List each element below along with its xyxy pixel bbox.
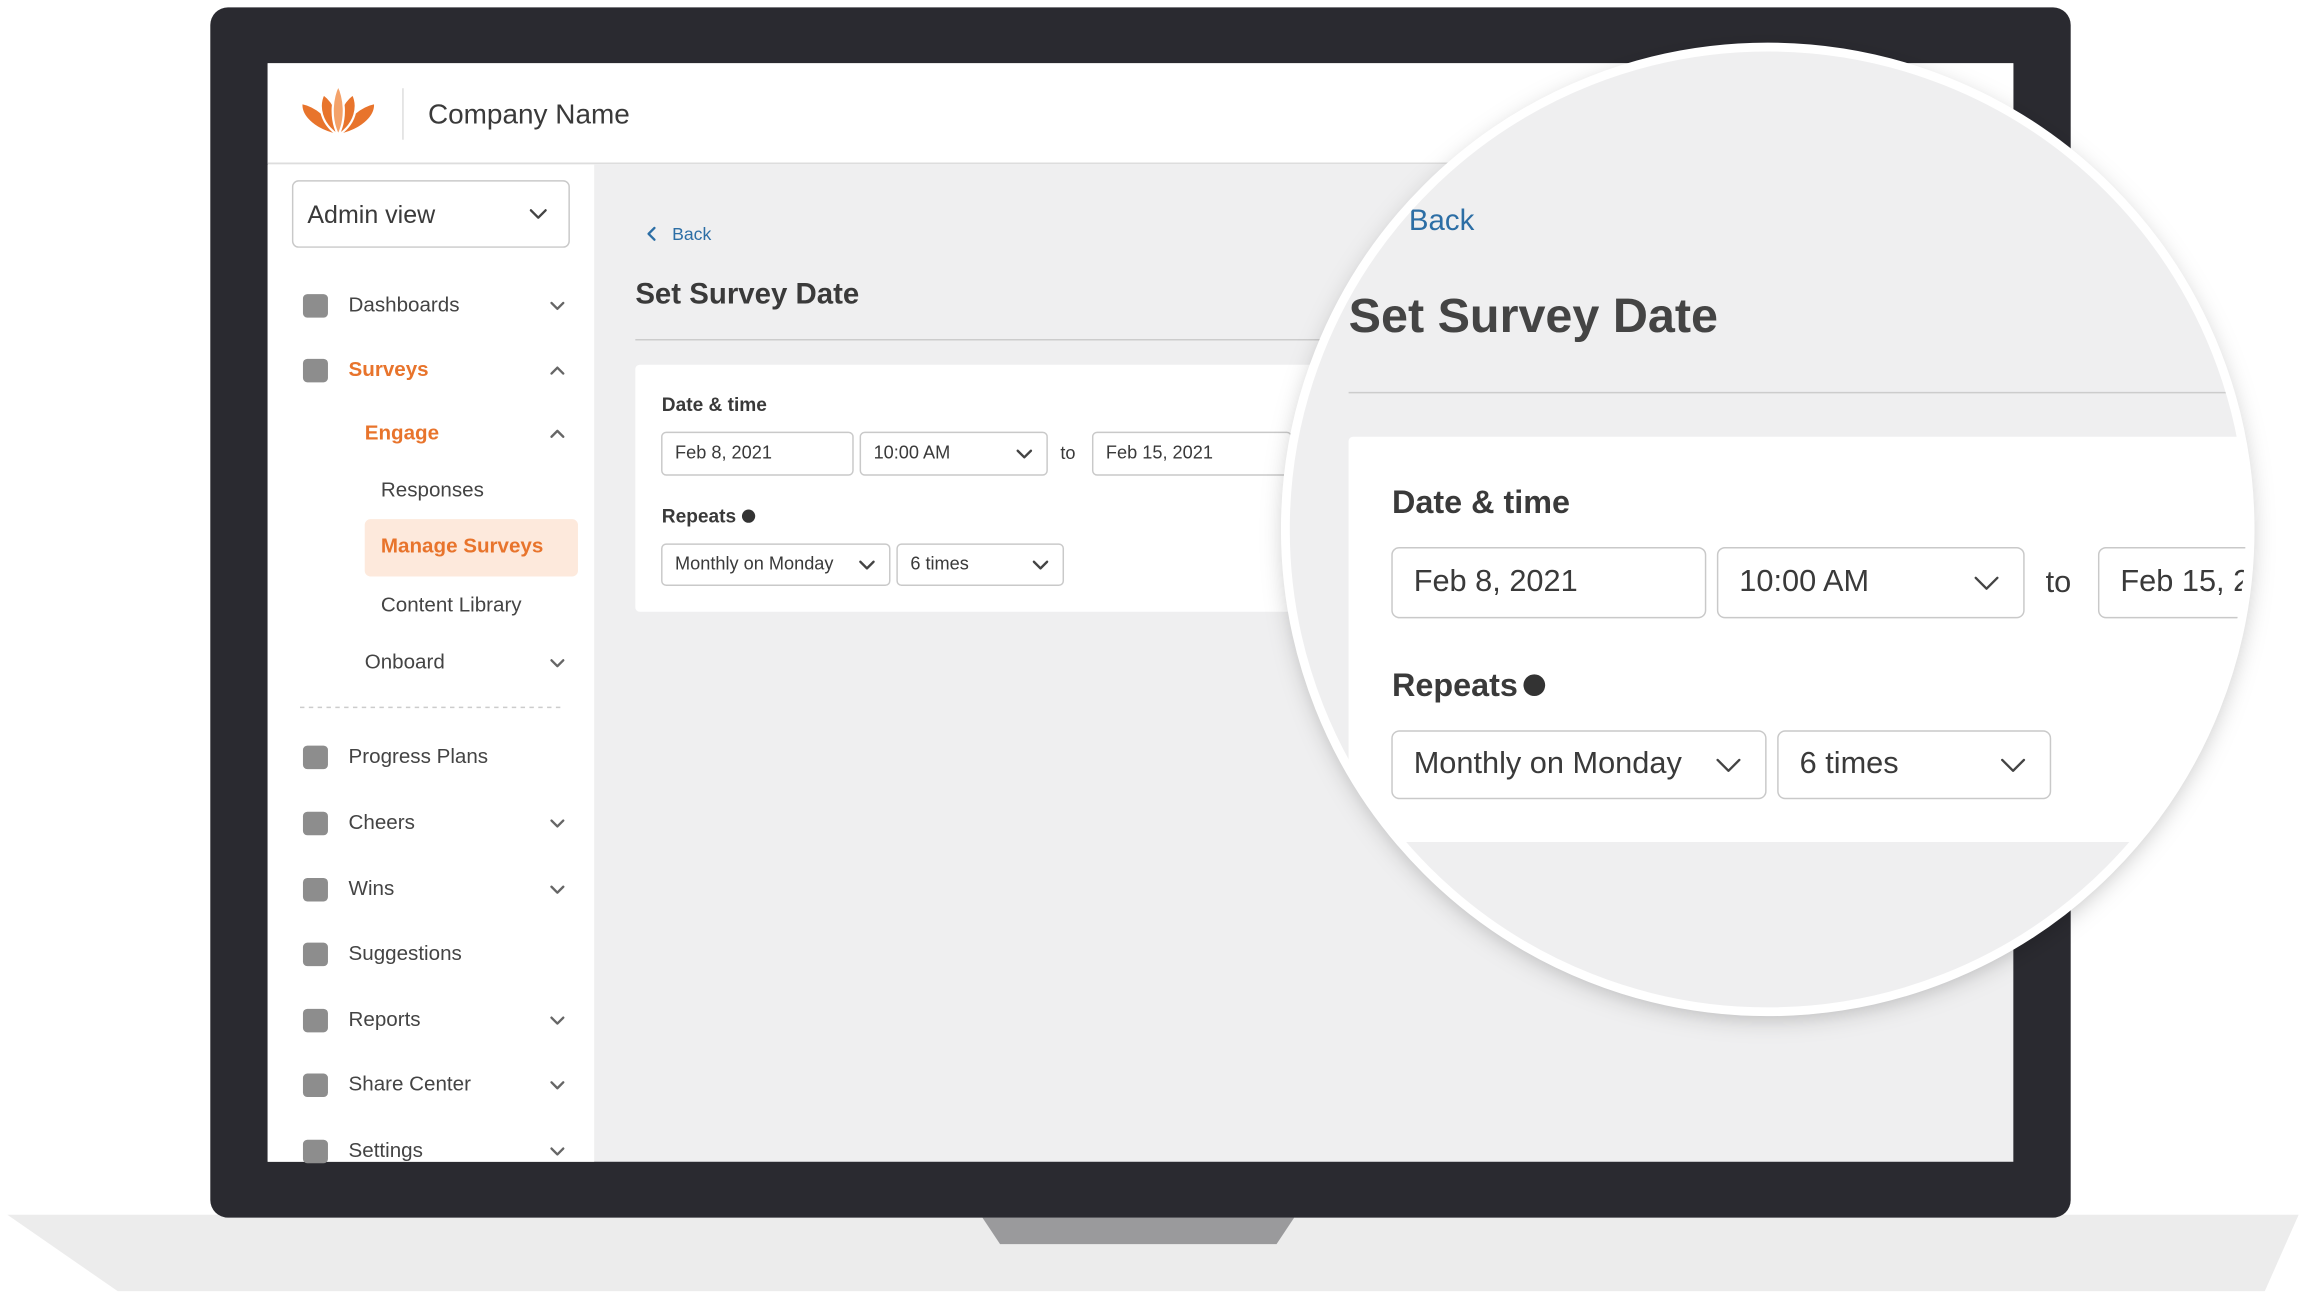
nav-icon: [302, 877, 328, 902]
nav-item[interactable]: Dashboards: [349, 293, 460, 316]
to-label: to: [1060, 443, 1075, 463]
chevron-zoom: [2001, 758, 2026, 772]
nav-item[interactable]: Progress Plans: [349, 745, 489, 768]
back-link-zoom[interactable]: Back: [1409, 204, 1475, 237]
date-label-zoom: Date & time: [1392, 484, 1570, 520]
input[interactable]: [859, 431, 1048, 476]
input-text: 10:00 AM: [874, 442, 951, 462]
nav-icon: [302, 1139, 328, 1164]
nav-icon: [302, 358, 328, 383]
chevron: [1032, 560, 1049, 570]
logo: [300, 82, 377, 138]
input[interactable]: [661, 543, 891, 587]
nav-item[interactable]: Settings: [349, 1139, 423, 1162]
nav-icon: [302, 1073, 328, 1098]
input-text: Monthly on Monday: [675, 554, 834, 574]
chevron: [550, 429, 565, 438]
date-label: Date & time: [662, 395, 767, 416]
input[interactable]: [661, 431, 854, 476]
input-text-zoom: Feb 8, 2021: [1414, 563, 1578, 598]
input[interactable]: [896, 543, 1065, 587]
input-text-zoom: Feb 15, 2021: [2120, 563, 2301, 598]
input-text-zoom: 10:00 AM: [1739, 563, 1869, 598]
input-text-zoom: Monthly on Monday: [1414, 745, 1683, 780]
input-text-zoom: 6 times: [1800, 745, 1899, 780]
input-zoom[interactable]: [2097, 546, 2306, 619]
chevron: [550, 1081, 565, 1090]
nav-item[interactable]: Engage: [365, 421, 439, 444]
input-text: Feb 15, 2021: [1106, 442, 1213, 462]
repeats-label-zoom: Repeats: [1392, 667, 1518, 703]
nav-item[interactable]: Suggestions: [349, 942, 462, 965]
chevron-zoom: [1974, 576, 1999, 590]
nav-highlight: [364, 519, 578, 577]
input-zoom[interactable]: [1391, 730, 1767, 800]
back-link[interactable]: Back: [672, 224, 711, 244]
chevron: [550, 301, 565, 311]
repeats-label: Repeats: [662, 507, 736, 528]
input-zoom[interactable]: [1391, 546, 1707, 619]
chevron: [550, 659, 565, 668]
laptop-notch: [982, 1217, 1295, 1245]
nav-item[interactable]: Reports: [349, 1008, 421, 1031]
magnifier-ring: [1280, 42, 2255, 1017]
chevron-zoom: [1716, 758, 1741, 772]
chevron: [550, 885, 565, 894]
chevron: [1016, 449, 1033, 459]
laptop-base: [7, 1214, 2299, 1292]
sidebar: [267, 164, 595, 1162]
view-select[interactable]: [291, 180, 570, 248]
chevron: [550, 819, 565, 828]
info-icon: [741, 509, 756, 523]
nav-item[interactable]: Manage Surveys: [381, 534, 543, 557]
info-icon-zoom: [1523, 674, 1546, 697]
input-zoom[interactable]: [1716, 546, 2025, 619]
view-label: Admin view: [307, 201, 436, 229]
page-title-zoom: Set Survey Date: [1349, 289, 1718, 343]
chevron: [550, 366, 565, 375]
chevron: [550, 1147, 565, 1156]
nav-icon: [302, 294, 328, 318]
chevron: [550, 1016, 565, 1025]
nav-item[interactable]: Share Center: [349, 1073, 472, 1096]
back-icon: [647, 226, 656, 241]
nav-icon: [302, 942, 328, 967]
chevron: [859, 560, 875, 570]
to-label-zoom: to: [2046, 564, 2072, 599]
nav-item[interactable]: Wins: [349, 877, 395, 900]
nav-item[interactable]: Responses: [381, 479, 484, 502]
nav-icon: [302, 1008, 328, 1033]
page-title: Set Survey Date: [635, 277, 859, 310]
input-text: 6 times: [910, 554, 969, 574]
nav-item[interactable]: Onboard: [365, 651, 445, 674]
nav-item[interactable]: Surveys: [349, 358, 429, 381]
nav-icon: [302, 745, 328, 770]
nav-item[interactable]: Content Library: [381, 593, 522, 616]
input-zoom[interactable]: [1777, 730, 2052, 800]
chevron: [529, 209, 547, 219]
input-text: Feb 8, 2021: [675, 442, 772, 462]
company-name: Company Name: [428, 99, 630, 130]
nav-icon: [302, 811, 328, 836]
nav-item[interactable]: Cheers: [349, 811, 415, 834]
